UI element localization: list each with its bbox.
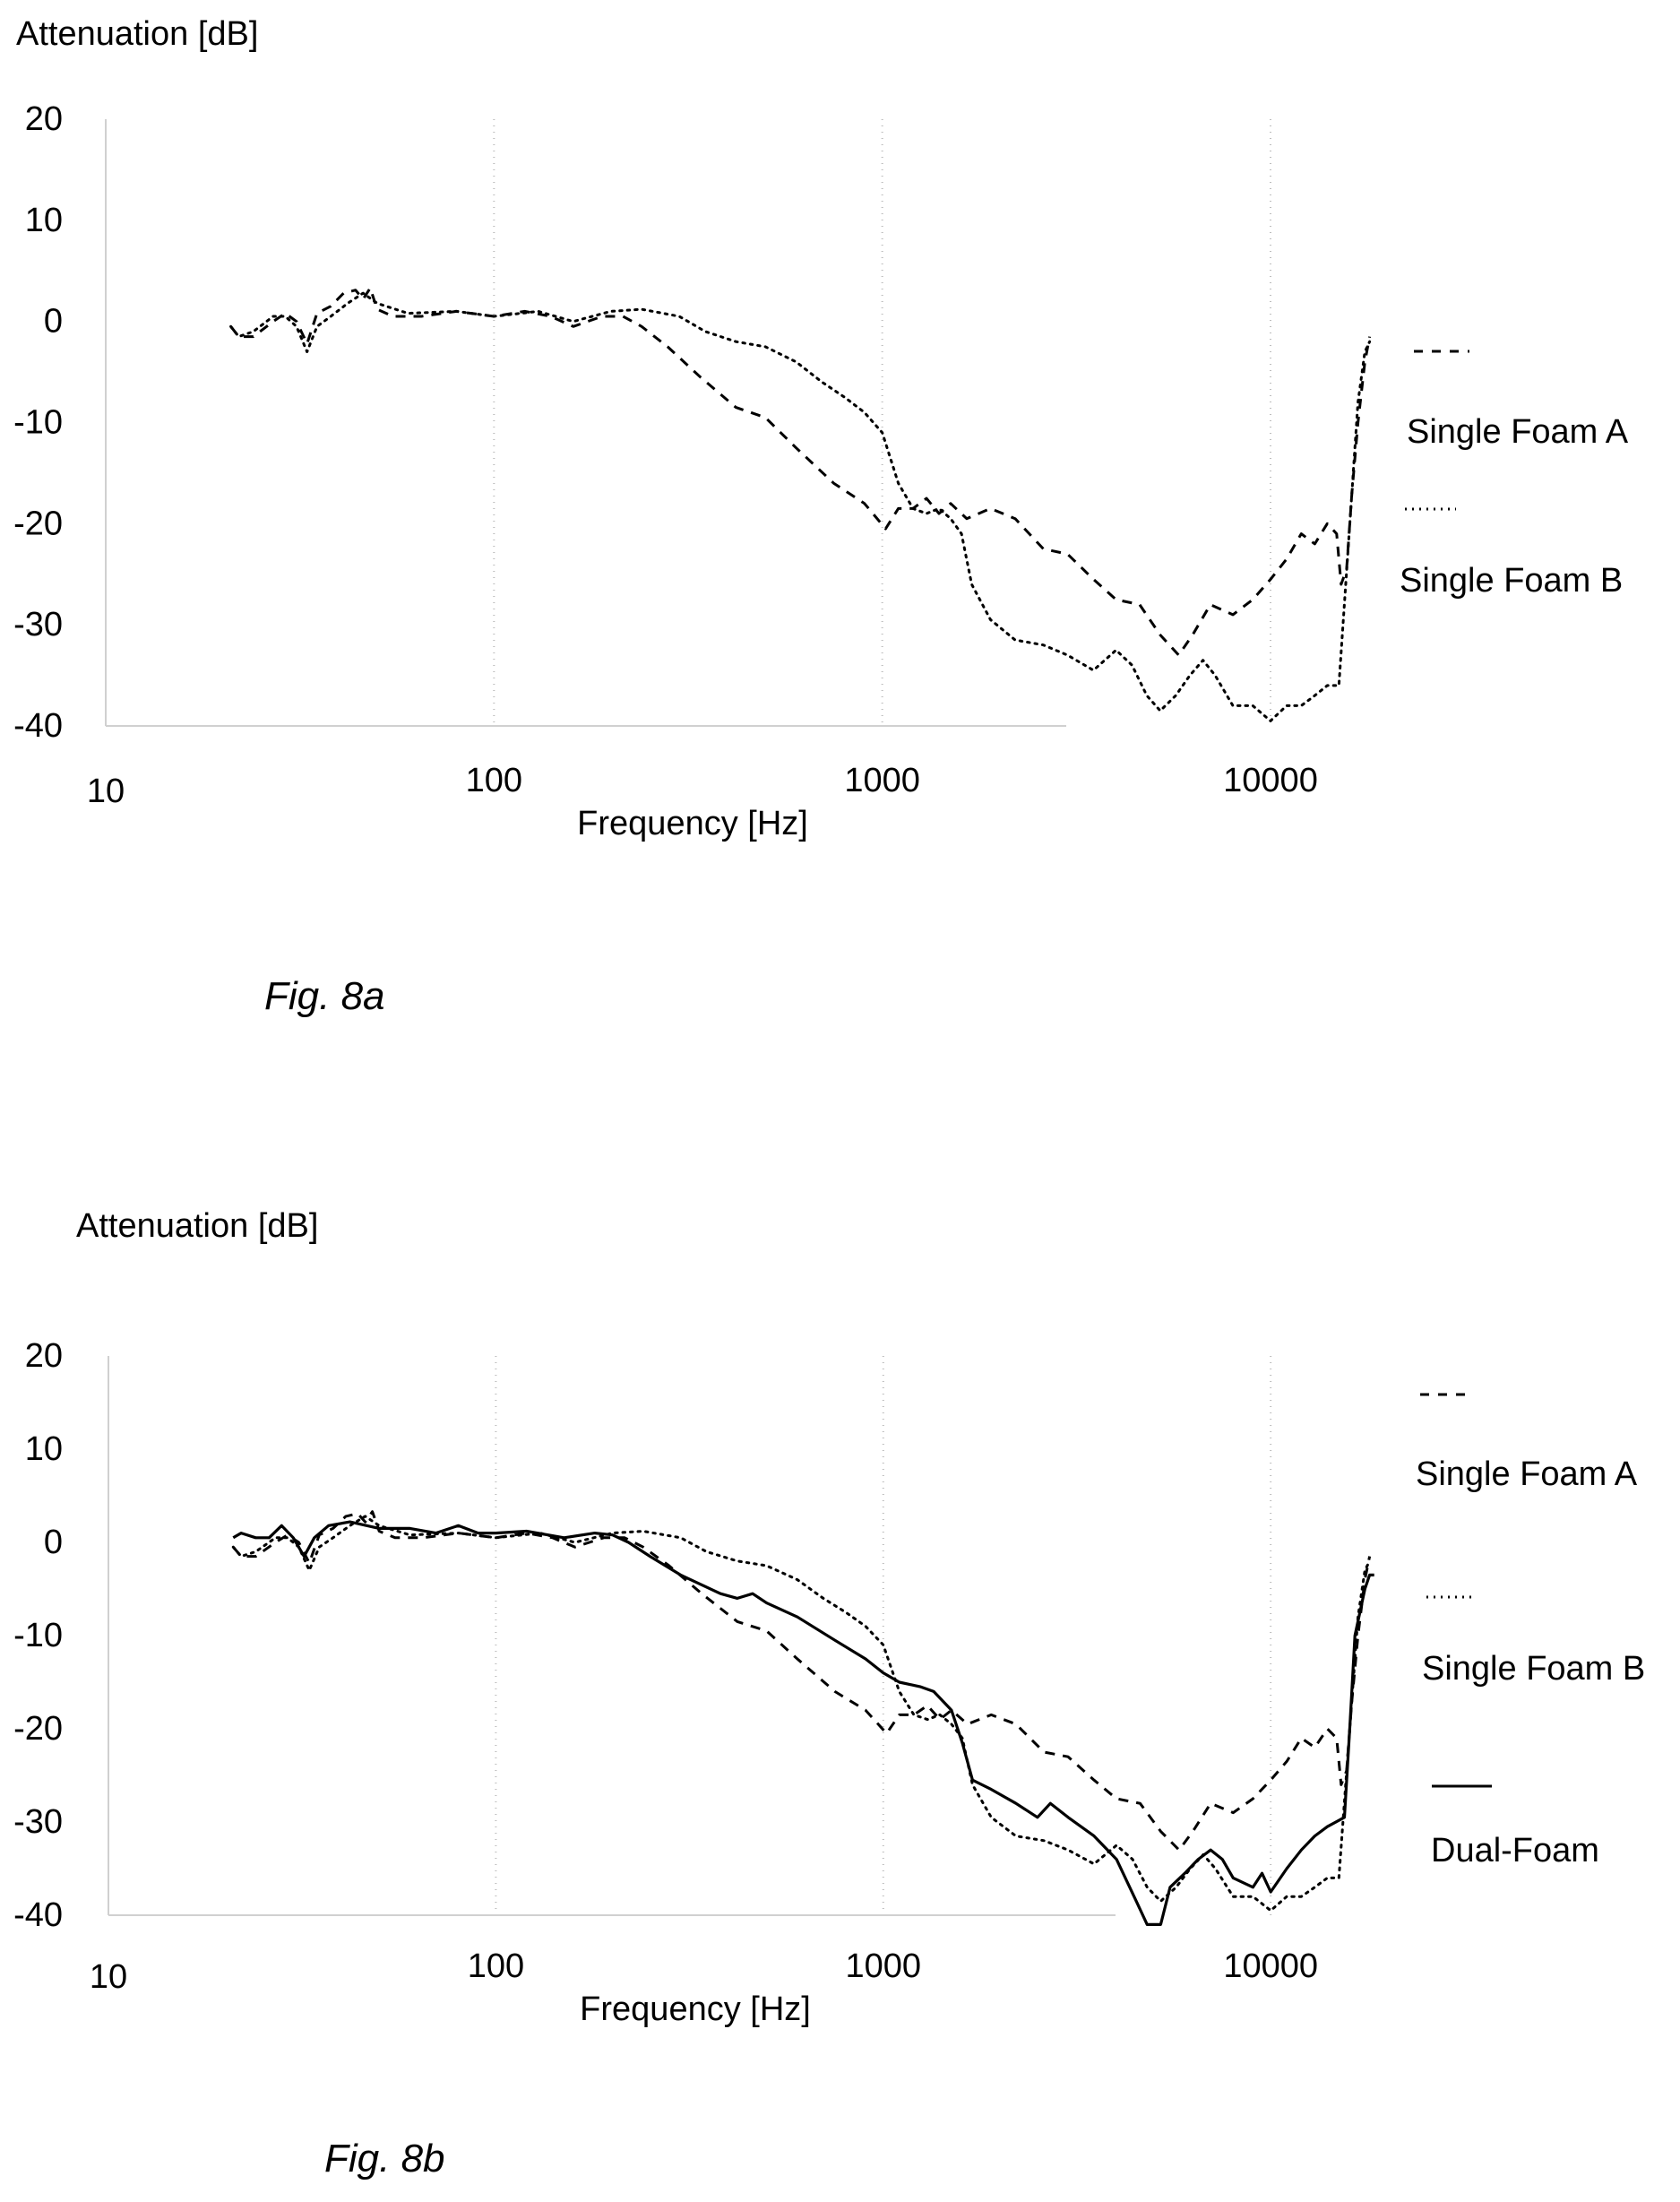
y-tick-label: -20 [13,1710,63,1748]
series-lines [231,1510,1374,1926]
y-tick-label: -10 [13,1617,63,1654]
legend-label-single-foam-b: Single Foam B [1400,562,1623,600]
x-tick-label: 10000 [1223,762,1318,799]
y-tick-label: 20 [25,100,63,138]
series-line-single-foam-a [229,286,1372,657]
y-tick-label: -10 [13,404,63,442]
series-line-single-foam-a [232,1510,1372,1852]
legend-label-dual-foam: Dual-Foam [1431,1832,1599,1870]
series-line-dual-foam [232,1520,1374,1926]
x-tick-labels: 10 100 1000 10000 [90,1947,1318,1996]
axes [108,1356,1116,1916]
x-tick-label: 10 [87,773,125,810]
y-axis-title: Attenuation [dB] [76,1207,318,1245]
x-axis-title: Frequency [Hz] [580,1990,811,2028]
y-tick-label: 0 [44,1524,63,1561]
y-axis-title: Attenuation [dB] [16,15,258,53]
x-tick-label: 1000 [844,762,920,799]
y-tick-label: 0 [44,303,63,341]
x-tick-label: 100 [466,762,522,799]
gridlines [495,1356,1272,1915]
y-tick-label: -20 [13,505,63,542]
x-tick-label: 1000 [846,1947,922,1985]
y-tick-label: 20 [25,1337,63,1375]
series-line-single-foam-b [229,291,1372,722]
legend-label-single-foam-a: Single Foam A [1407,413,1629,451]
series-line-single-foam-b [231,1515,1372,1913]
x-axis-title: Frequency [Hz] [577,805,808,842]
axes [105,119,1066,727]
y-tick-label: -30 [13,606,63,643]
legend: Single Foam A Single Foam B [1400,350,1629,600]
x-tick-labels: 10 100 1000 10000 [87,762,1318,810]
x-tick-label: 10 [90,1958,127,1996]
figure-caption: Fig. 8a [264,974,385,1018]
series-lines [229,286,1372,722]
y-tick-label: -40 [13,707,63,745]
y-tick-labels: 20 10 0 -10 -20 -30 -40 [13,100,63,745]
figure-caption: Fig. 8b [324,2137,445,2180]
x-tick-label: 10000 [1223,1947,1318,1985]
y-tick-labels: 20 10 0 -10 -20 -30 -40 [13,1337,63,1934]
y-tick-label: 10 [25,202,63,239]
legend-label-single-foam-a: Single Foam A [1416,1455,1638,1493]
y-tick-label: 10 [25,1430,63,1468]
legend-label-single-foam-b: Single Foam B [1422,1650,1645,1688]
y-tick-label: -40 [13,1896,63,1934]
legend: Single Foam A Single Foam B Dual-Foam [1416,1393,1645,1870]
y-tick-label: -30 [13,1803,63,1841]
gridlines [493,119,1271,726]
x-tick-label: 100 [468,1947,524,1985]
